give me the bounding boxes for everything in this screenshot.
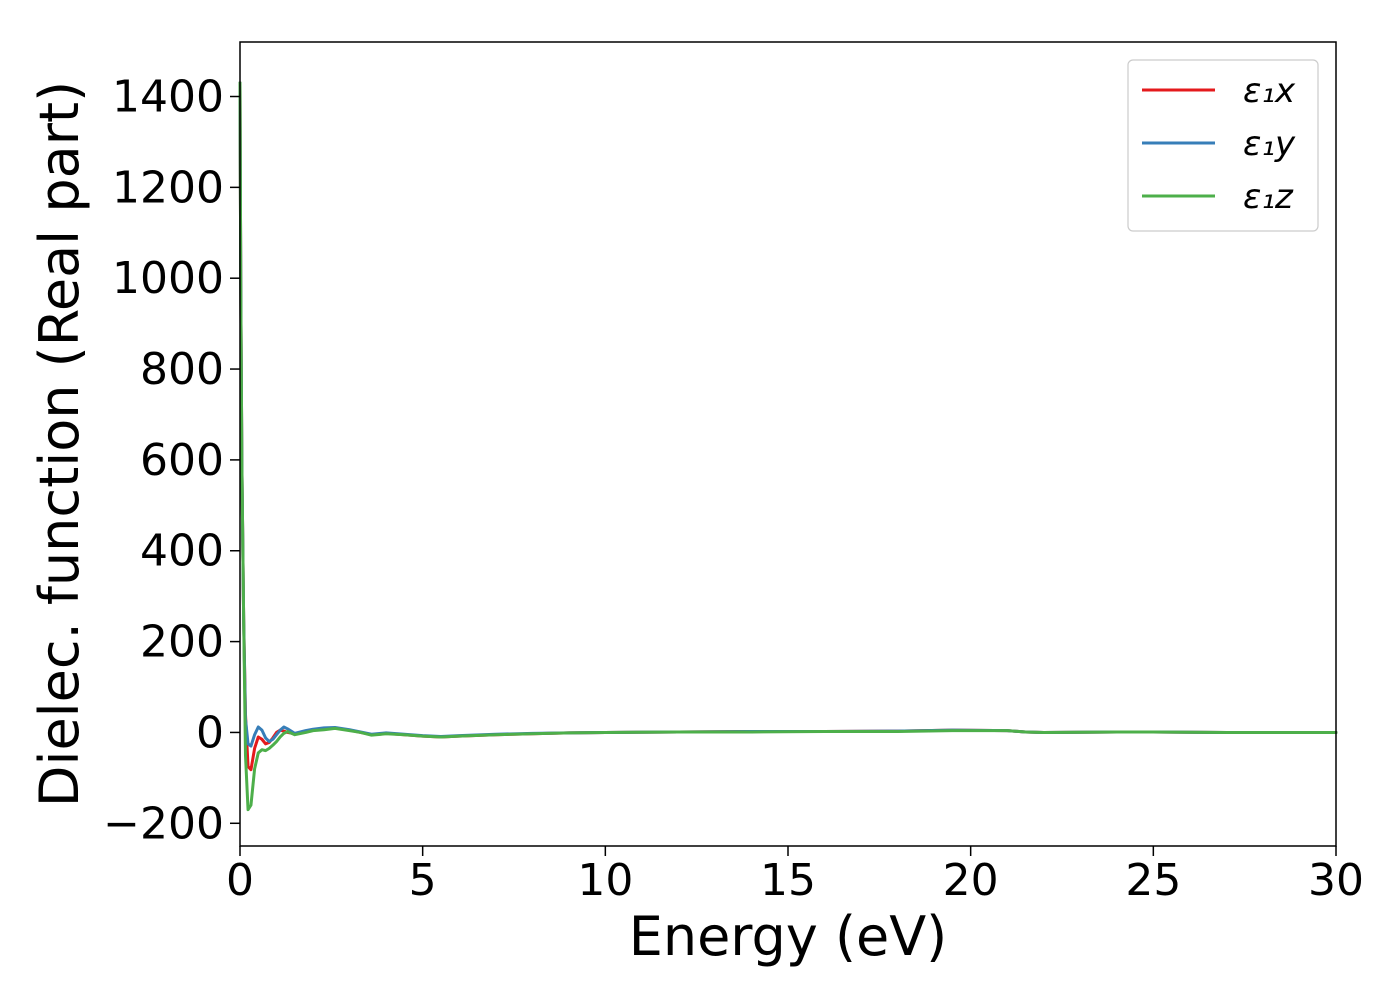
- y-tick-label: 0: [196, 707, 224, 758]
- x-tick-label: 0: [226, 855, 254, 906]
- legend-label-3: ε₁z: [1243, 177, 1294, 217]
- axis-ticks: 0 5 10 15 20 25 30−200020040060080010001200140…: [103, 72, 1364, 906]
- y-axis-label: Dielec. function (Real part): [28, 81, 91, 807]
- x-tick-label: 20: [943, 855, 999, 906]
- y-tick-label: 1200: [112, 162, 224, 213]
- x-axis-label: Energy (eV): [629, 905, 948, 968]
- x-tick-label: 25: [1125, 855, 1181, 906]
- x-tick-label: 30: [1308, 855, 1364, 906]
- legend-label-1: ε₁x: [1243, 71, 1296, 111]
- y-tick-label: 200: [140, 617, 224, 668]
- x-tick-label: 5: [409, 855, 437, 906]
- legend-label-2: ε₁y: [1243, 124, 1296, 164]
- y-tick-label: 800: [140, 344, 224, 395]
- series-layer: [238, 81, 1338, 812]
- legend: ε₁x ε₁y ε₁z: [1127, 59, 1319, 232]
- y-tick-label: 1400: [112, 72, 224, 123]
- y-tick-label: 600: [140, 435, 224, 486]
- series-line-3: [238, 81, 1338, 812]
- y-tick-label: −200: [103, 798, 224, 849]
- y-tick-label: 400: [140, 526, 224, 577]
- x-tick-label: 10: [577, 855, 633, 906]
- y-tick-label: 1000: [112, 253, 224, 304]
- legend-box: [1127, 59, 1319, 232]
- x-tick-label: 15: [760, 855, 816, 906]
